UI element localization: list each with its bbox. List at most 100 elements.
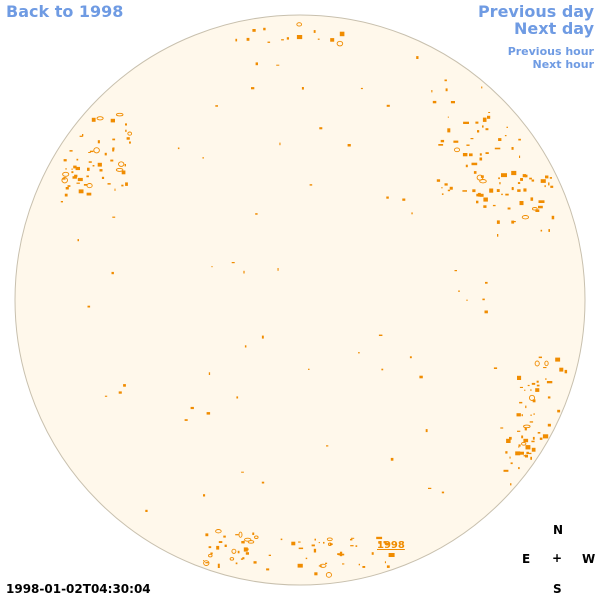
active-region-speck [99,169,103,172]
active-region-speck [145,509,148,512]
active-region-speck [60,201,63,203]
active-region-speck [476,200,479,204]
active-region-speck [546,381,553,384]
active-region-speck [531,440,535,443]
active-region-speck [67,185,71,187]
active-region-speck [235,534,239,536]
active-region-speck [519,201,524,206]
active-region-speck [208,372,211,375]
active-region-speck [224,544,227,547]
active-region-speck [519,386,523,388]
active-region-speck [531,179,535,182]
active-region-contour [531,207,538,211]
active-region-speck [485,152,489,154]
active-region-speck [551,215,555,220]
active-region-speck [511,170,517,176]
active-region-speck [235,38,238,42]
active-region-speck [465,164,468,168]
active-region-speck [342,563,345,565]
active-region-contour [244,537,252,542]
active-region-speck [243,270,245,274]
active-region-speck [309,184,313,186]
active-region-speck [535,388,540,392]
active-region-speck [313,548,317,553]
active-region-contour [544,360,549,367]
active-region-contour [528,394,536,401]
active-region-speck [267,41,271,43]
previous-hour-link[interactable]: Previous hour [507,45,594,58]
active-region-speck [536,380,539,383]
active-region-contour [115,167,124,172]
active-region-speck [535,209,540,212]
active-region-speck [123,384,126,387]
previous-day-link[interactable]: Previous day [477,2,594,21]
active-region-speck [107,183,111,185]
active-region-speck [63,159,67,162]
active-region-speck [74,174,78,178]
active-region-speck [547,396,551,399]
active-region-speck [87,305,91,308]
active-region-speck [86,175,89,178]
active-region-contour [523,424,531,429]
active-region-speck [511,220,515,224]
active-region-speck [469,153,473,157]
active-region-speck [509,436,512,440]
active-region-contour [231,548,237,554]
active-region-speck [540,179,546,183]
active-region-speck [177,147,180,150]
active-region-speck [431,90,433,93]
year-marker-label[interactable]: 1998 [377,540,405,551]
active-region-speck [517,189,521,192]
active-region-speck [547,423,551,427]
active-region-speck [318,542,320,544]
active-region-speck [72,176,77,179]
active-region-speck [519,401,523,404]
active-region-speck [210,552,213,555]
active-region-speck [520,178,523,181]
active-region-speck [347,144,351,147]
active-region-contour [476,174,484,181]
active-region-speck [481,86,483,89]
active-region-speck [505,451,508,454]
active-region-speck [540,229,543,232]
active-region-contour [453,147,461,153]
active-region-speck [203,494,206,497]
active-region-speck [76,182,80,184]
active-region-contour [203,560,210,566]
active-region-speck [496,189,500,192]
active-region-speck [326,445,329,447]
active-region-speck [286,37,289,40]
active-region-speck [240,558,243,560]
active-region-contour [254,535,259,539]
solar-disk [14,14,586,586]
next-day-link[interactable]: Next day [514,19,594,38]
active-region-contour [61,177,68,184]
active-region-speck [323,541,325,544]
active-region-speck [543,367,547,369]
active-region-speck [454,270,457,272]
active-region-speck [444,183,448,186]
active-region-speck [205,562,209,564]
active-region-speck [383,541,386,544]
next-hour-link[interactable]: Next hour [532,58,595,71]
active-region-speck [339,31,345,37]
active-region-speck [494,147,501,150]
active-region-speck [358,352,360,354]
year-marker-link[interactable]: 1998 [377,540,405,551]
active-region-speck [499,182,501,185]
active-region-speck [489,188,494,193]
active-region-speck [202,157,204,159]
active-region-speck [510,483,512,486]
active-region-speck [205,533,209,537]
active-region-speck [523,438,529,443]
back-to-year-link[interactable]: Back to 1998 [6,2,124,21]
active-region-speck [528,452,532,455]
active-region-speck [514,221,516,223]
active-region-speck [529,177,532,180]
active-region-contour [325,572,332,578]
active-region-contour [296,22,303,27]
active-region-speck [337,553,341,555]
active-region-speck [458,290,460,292]
active-region-speck [263,27,266,31]
